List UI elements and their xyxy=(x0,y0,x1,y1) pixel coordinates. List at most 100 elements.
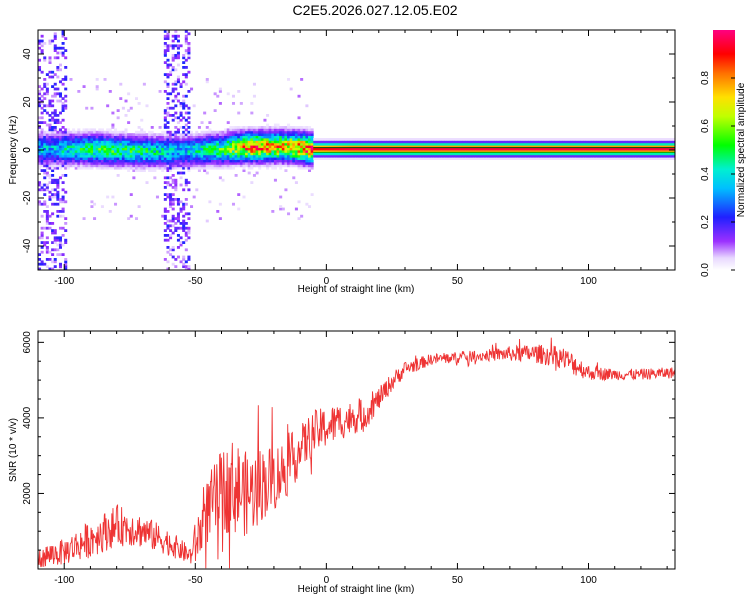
spectrogram-cell xyxy=(465,138,469,141)
spectrogram-cell xyxy=(536,147,540,151)
spectrogram-cell xyxy=(425,145,429,148)
spectrogram-cell xyxy=(93,152,97,156)
spectrogram-cell xyxy=(90,164,94,168)
spectrogram-cell xyxy=(598,140,602,144)
spectrogram-cell xyxy=(53,121,57,124)
spectrogram-cell xyxy=(184,147,188,151)
spectrogram-cell xyxy=(61,51,65,55)
spectrogram-cell xyxy=(428,140,432,144)
spectrogram-cell xyxy=(155,145,159,148)
spectrogram-cell xyxy=(129,214,133,218)
spectrogram-cell xyxy=(121,138,125,141)
spectrogram-cell xyxy=(310,130,314,134)
spectrogram-cell xyxy=(376,140,380,144)
spectrogram-cell xyxy=(363,154,367,158)
spectrogram-cell xyxy=(61,97,65,100)
spectrogram-cell xyxy=(638,140,642,144)
spectrogram-cell xyxy=(64,147,68,151)
spectrogram-cell xyxy=(166,58,170,62)
spectrogram-cell xyxy=(163,80,167,84)
spectrogram-cell xyxy=(58,243,62,247)
spectrogram-cell xyxy=(182,255,186,259)
spectrogram-cell xyxy=(53,73,57,76)
spectrogram-cell xyxy=(415,152,419,156)
spectrogram-cell xyxy=(310,140,314,144)
spectrogram-cell xyxy=(66,128,70,132)
spectrogram-cell xyxy=(192,157,196,160)
spectrogram-cell xyxy=(467,157,471,160)
spectrogram-cell xyxy=(557,154,561,158)
spectrogram-cell xyxy=(239,128,243,132)
spectrogram-cell xyxy=(145,140,149,144)
spectrogram-cell xyxy=(116,109,120,112)
spectrogram-cell xyxy=(82,138,86,141)
spectrogram-cell xyxy=(546,138,550,141)
spectrogram-cell xyxy=(520,152,524,156)
spectrogram-cell xyxy=(48,162,52,165)
spectrogram-cell xyxy=(182,106,186,110)
spectrogram-cell xyxy=(284,147,288,151)
spectrogram-cell xyxy=(643,150,647,153)
spectrogram-cell xyxy=(441,138,445,141)
spectrogram-cell xyxy=(98,142,102,146)
spectrogram-cell xyxy=(439,150,443,153)
spectrogram-cell xyxy=(169,164,173,168)
spectrogram-cell xyxy=(187,116,191,120)
spectrogram-cell xyxy=(439,140,443,144)
spectrogram-cell xyxy=(384,152,388,156)
spectrogram-cell xyxy=(85,142,89,146)
spectrogram-cell xyxy=(420,157,424,160)
spectrogram-cell xyxy=(598,157,602,160)
spectrogram-cell xyxy=(87,142,91,146)
spectrogram-cell xyxy=(625,138,629,141)
spectrogram-cell xyxy=(87,157,91,160)
spectrogram-cell xyxy=(56,147,60,151)
spectrogram-cell xyxy=(664,157,668,160)
spectrogram-cell xyxy=(145,133,149,136)
spectrogram-cell xyxy=(284,159,288,163)
spectrogram-cell xyxy=(370,145,374,148)
spectrogram-cell xyxy=(292,133,296,136)
spectrogram-cell xyxy=(420,142,424,146)
spectrogram-cell xyxy=(174,188,178,192)
spectrogram-cell xyxy=(124,166,128,170)
spectrogram-cell xyxy=(195,188,199,192)
spectrogram-cell xyxy=(633,150,637,153)
spectrogram-cell xyxy=(176,39,180,43)
spectrogram-cell xyxy=(169,150,173,153)
spectrogram-cell xyxy=(127,217,131,220)
spectrogram-cell xyxy=(449,147,453,151)
spectrogram-cell xyxy=(176,147,180,151)
spectrogram-cell xyxy=(308,128,312,132)
spectrogram-cell xyxy=(229,162,233,165)
spectrogram-cell xyxy=(208,166,212,170)
spectrogram-cell xyxy=(664,147,668,151)
spectrogram-cell xyxy=(475,150,479,153)
spectrogram-cell xyxy=(373,150,377,153)
spectrogram-cell xyxy=(394,145,398,148)
spectrogram-cell xyxy=(294,159,298,163)
spectrogram-cell xyxy=(45,164,49,168)
spectrogram-cell xyxy=(179,154,183,158)
spectrogram-cell xyxy=(221,133,225,136)
spectrogram-cell xyxy=(127,154,131,158)
spectrogram-cell xyxy=(187,51,191,55)
spectrogram-cell xyxy=(48,145,52,148)
spectrogram-cell xyxy=(507,147,511,151)
spectrogram-cell xyxy=(205,159,209,163)
spectrogram-cell xyxy=(352,140,356,144)
spectrogram-cell xyxy=(148,159,152,163)
spectrogram-cell xyxy=(182,262,186,266)
spectrogram-cell xyxy=(614,147,618,151)
spectrogram-cell xyxy=(211,130,215,134)
spectrogram-cell xyxy=(504,145,508,148)
spectrogram-cell xyxy=(195,138,199,141)
spectrogram-cell xyxy=(56,210,60,213)
spectrogram-cell xyxy=(171,186,175,189)
spectrogram-cell xyxy=(294,140,298,144)
spectrogram-cell xyxy=(171,87,175,91)
spectrogram-cell xyxy=(667,147,671,151)
spectrogram-cell xyxy=(604,147,608,151)
spectrogram-cell xyxy=(64,162,68,165)
x-tick-label: 100 xyxy=(580,575,597,586)
